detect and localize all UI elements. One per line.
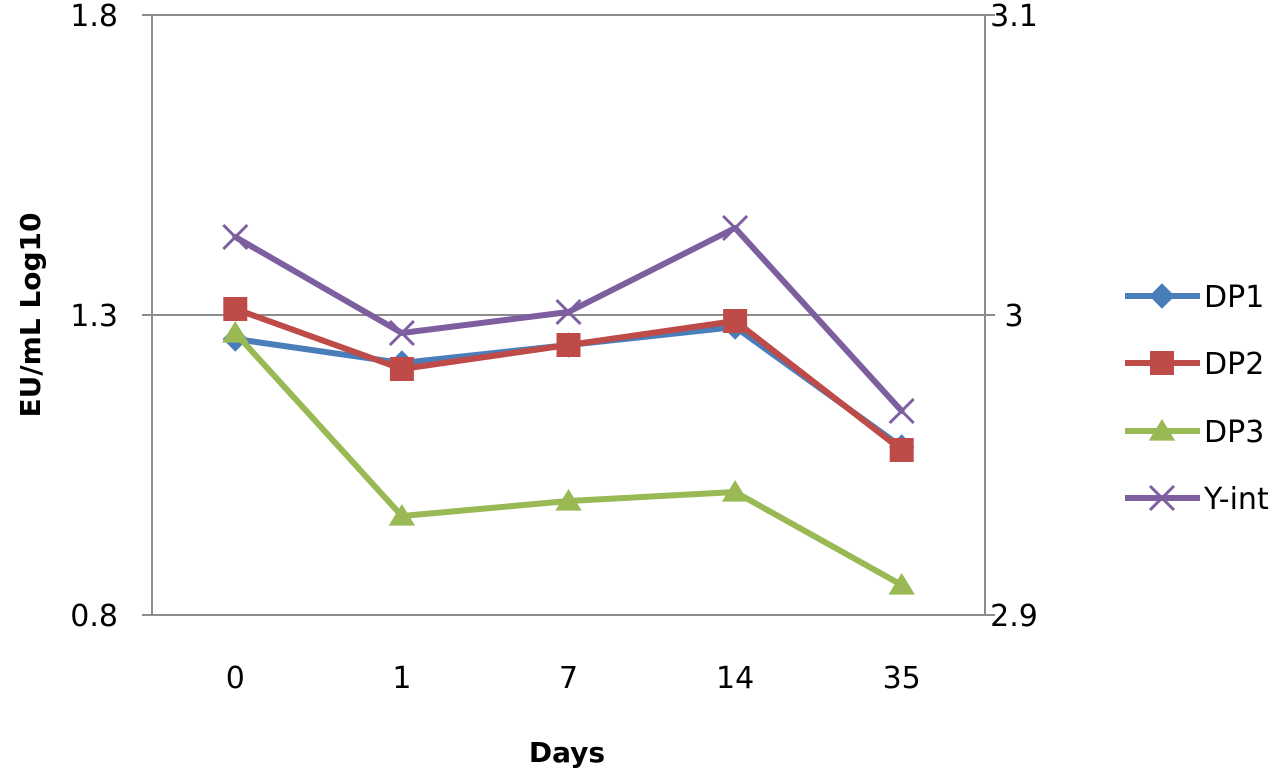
data-point-square bbox=[389, 357, 414, 381]
data-point-x bbox=[888, 397, 915, 425]
series-y-int bbox=[222, 214, 915, 425]
data-point-square bbox=[1150, 351, 1174, 375]
data-point-triangle bbox=[388, 504, 416, 526]
left-axis-tick-label: 1.8 bbox=[70, 0, 118, 34]
legend-item: DP3 bbox=[1125, 415, 1264, 450]
x-axis-tick-label: 35 bbox=[883, 661, 921, 696]
right-axis-tick-labels: 2.9 3 3.1 bbox=[990, 0, 1038, 634]
x-axis-tick-label: 7 bbox=[559, 661, 578, 696]
legend: DP1 DP2 DP3 Y-int bbox=[1125, 280, 1269, 517]
x-axis-tick-labels: 0 1 7 14 35 bbox=[226, 661, 921, 696]
x-axis-tick-label: 0 bbox=[226, 661, 245, 696]
x-axis-tick-label: 14 bbox=[716, 661, 754, 696]
data-point-square bbox=[223, 297, 248, 321]
legend-item: DP2 bbox=[1125, 347, 1264, 382]
left-axis-tick-labels: 0.8 1.3 1.8 bbox=[70, 0, 118, 634]
right-axis-tick-label: 3 bbox=[1004, 299, 1023, 334]
legend-label: Y-int bbox=[1203, 482, 1269, 517]
data-point-square bbox=[723, 309, 748, 333]
series-dp3 bbox=[222, 321, 915, 595]
data-point-x bbox=[722, 214, 749, 242]
data-point-x bbox=[1148, 484, 1176, 512]
data-point-triangle bbox=[555, 489, 582, 511]
series-line bbox=[232, 225, 905, 414]
data-point-x bbox=[555, 298, 582, 326]
legend-item: DP1 bbox=[1125, 280, 1264, 315]
data-point-square bbox=[556, 333, 581, 357]
series-group bbox=[222, 214, 915, 595]
data-point-x bbox=[222, 223, 249, 251]
y-axis-title: EU/mL Log10 bbox=[14, 213, 47, 418]
series-dp2 bbox=[223, 297, 914, 462]
data-point-square bbox=[889, 438, 914, 462]
data-point-x bbox=[388, 319, 415, 347]
x-axis-title: Days bbox=[529, 736, 605, 769]
left-axis-tick-label: 0.8 bbox=[70, 599, 118, 634]
legend-label: DP3 bbox=[1204, 415, 1264, 450]
data-point-diamond bbox=[1149, 283, 1175, 309]
axes bbox=[142, 14, 995, 616]
legend-label: DP2 bbox=[1204, 347, 1264, 382]
gridlines bbox=[152, 14, 985, 316]
left-axis-tick-label: 1.3 bbox=[70, 299, 118, 334]
legend-item: Y-int bbox=[1125, 482, 1269, 517]
x-axis-tick-label: 1 bbox=[392, 661, 411, 696]
right-axis-tick-label: 3.1 bbox=[990, 0, 1038, 34]
data-point-triangle bbox=[1148, 419, 1176, 441]
legend-label: DP1 bbox=[1204, 280, 1264, 315]
right-axis-tick-label: 2.9 bbox=[990, 599, 1038, 634]
data-point-triangle bbox=[222, 321, 249, 343]
data-point-triangle bbox=[888, 573, 915, 595]
data-point-triangle bbox=[721, 480, 749, 502]
series-line bbox=[232, 306, 905, 453]
